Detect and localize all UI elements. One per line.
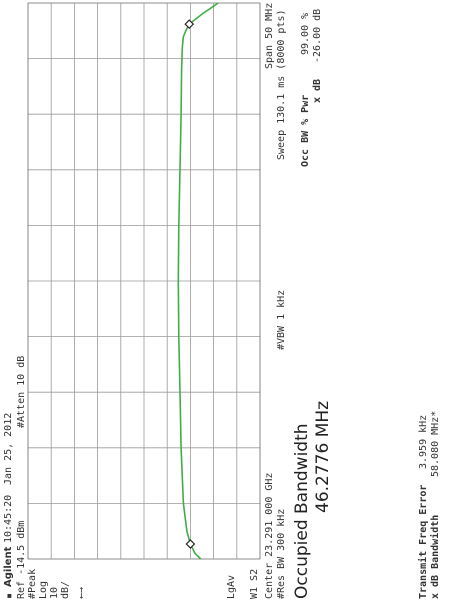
graticule: [27, 2, 261, 560]
occupied-bw-markers: [184, 19, 196, 549]
res-bw: #Res BW 300 kHz: [276, 508, 287, 599]
video-bw: #VBW 1 kHz: [276, 289, 287, 350]
xdb-bandwidth-value: 58.080 MHz*: [430, 410, 441, 477]
occ-bw-pwr-value: 99.00 %: [300, 12, 311, 55]
transmit-freq-error-value: 3.959 kHz: [418, 414, 429, 469]
xdb-label: x dB: [312, 78, 323, 103]
occ-bw-pwr-label: Occ BW % Pwr: [300, 94, 311, 167]
span-label: Span 50 MHz: [264, 2, 275, 69]
xdb-value: -26.00 dB: [312, 8, 323, 63]
bw-marker-icon: [184, 19, 195, 29]
spectrum-trace: [177, 2, 219, 560]
occupied-bw-value: 46.2776 MHz: [313, 400, 333, 513]
bw-marker-icon: [185, 539, 196, 549]
sweep-label: Sweep 130.1 ms (8000 pts): [276, 9, 287, 160]
measurement-title: Occupied Bandwidth: [292, 423, 312, 599]
xdb-bandwidth-label: x dB Bandwidth: [430, 514, 441, 599]
transmit-freq-error-label: Transmit Freq Error: [418, 484, 429, 599]
center-freq: Center 23.291 000 GHz: [264, 472, 275, 599]
